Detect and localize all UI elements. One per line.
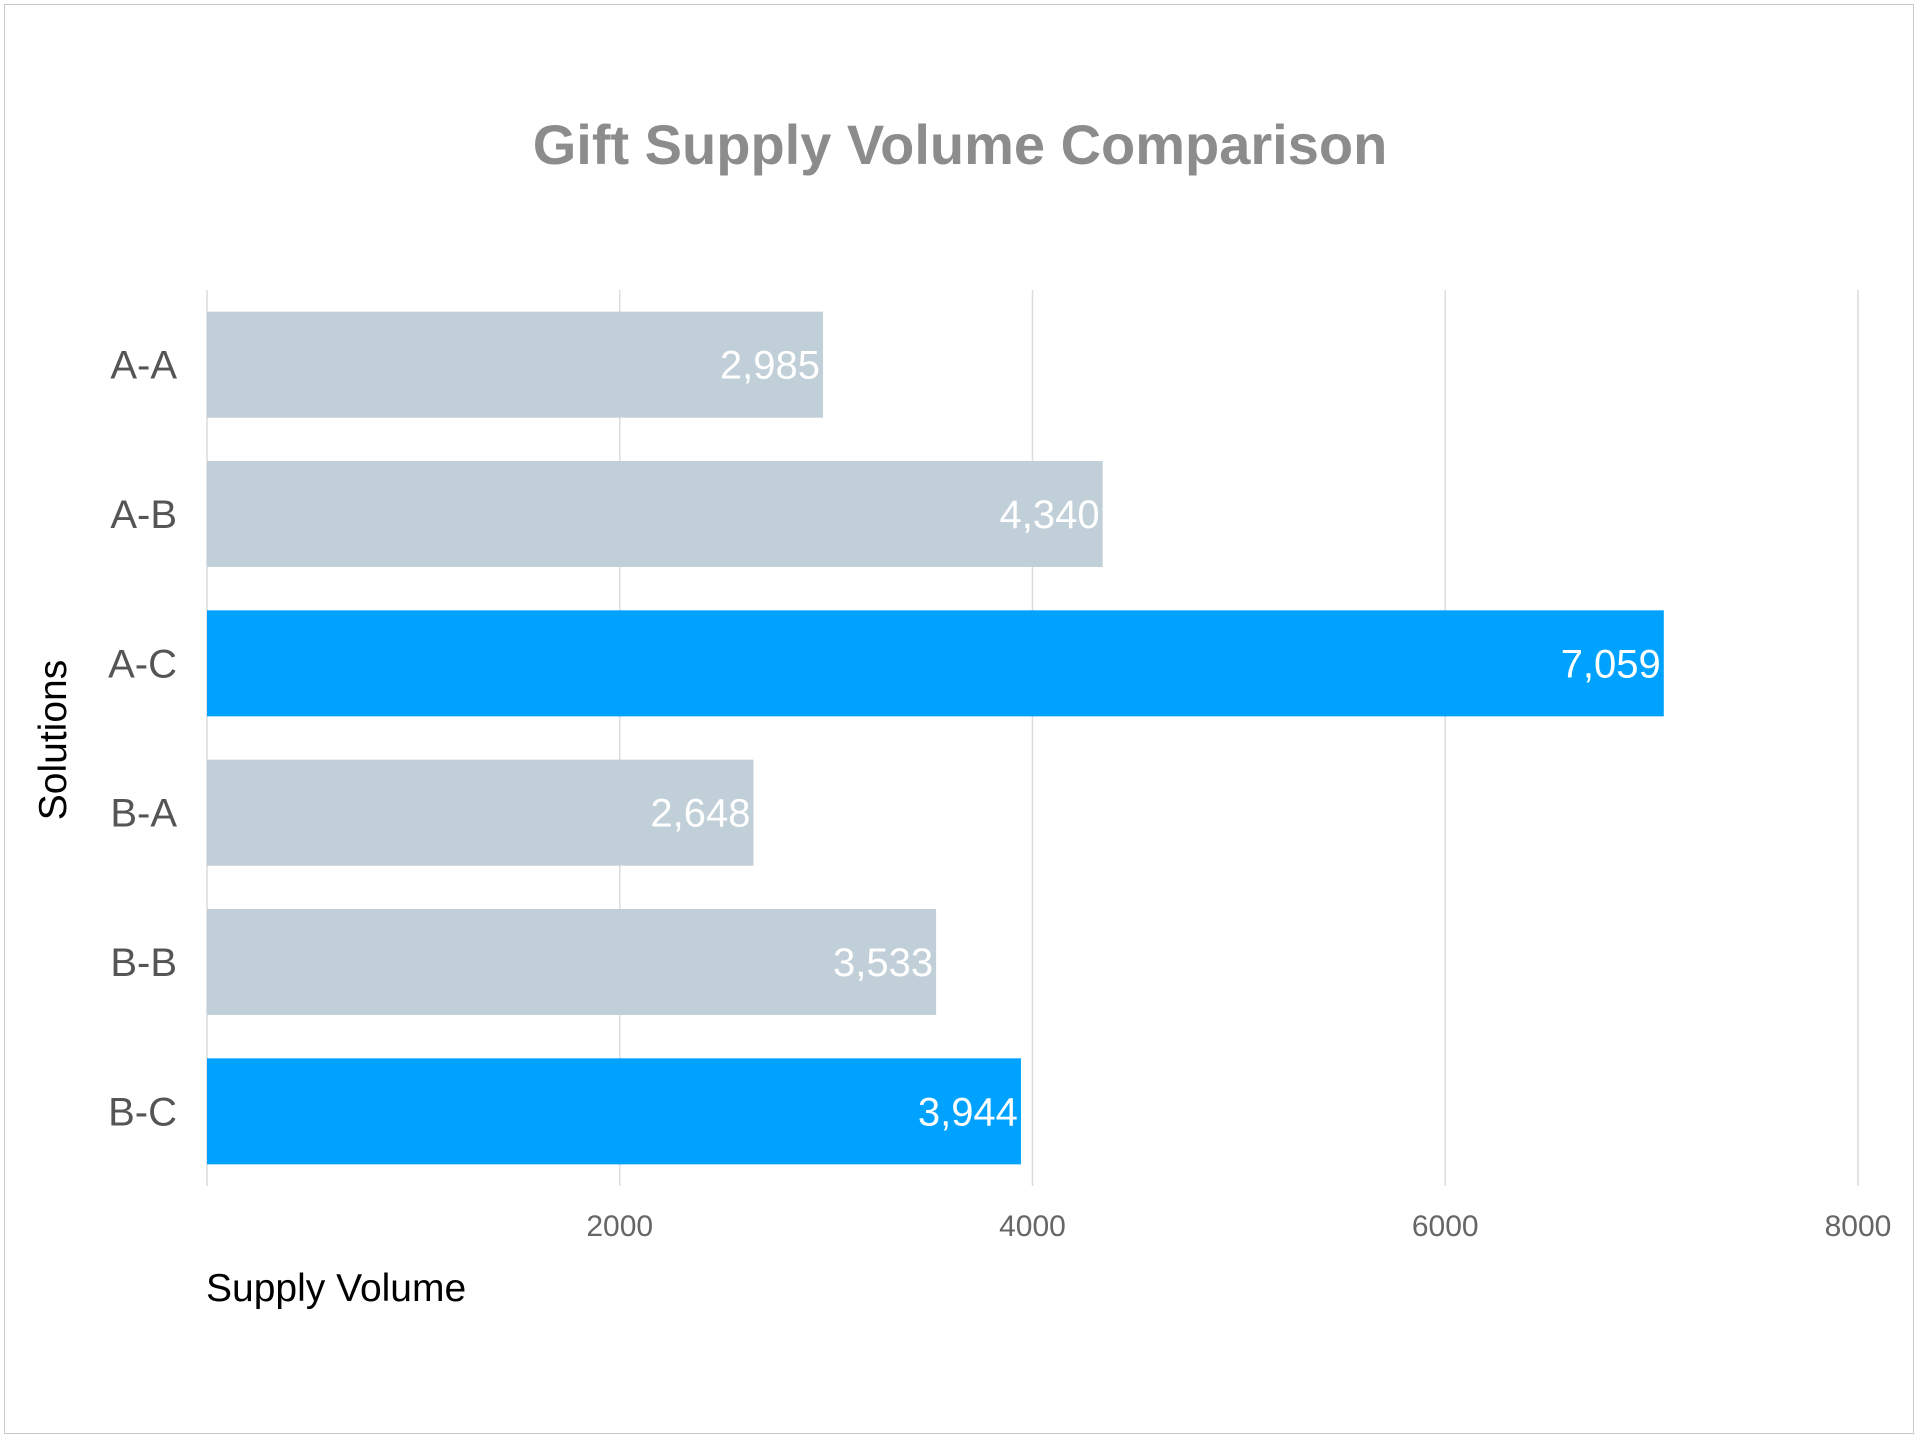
- data-label-a-a: 2,985: [720, 344, 820, 388]
- data-label-b-c: 3,944: [918, 1090, 1018, 1134]
- x-axis-title: Supply Volume: [206, 1267, 466, 1310]
- category-label: A-A: [110, 344, 177, 388]
- x-tick-label: 2000: [586, 1210, 653, 1243]
- x-tick-label: 8000: [1825, 1210, 1892, 1243]
- category-labels: A-A A-B A-C B-A B-B B-C: [108, 344, 177, 1135]
- category-label: B-B: [110, 941, 177, 985]
- x-tick-label: 4000: [999, 1210, 1066, 1243]
- data-label-a-b: 4,340: [1000, 493, 1100, 537]
- category-label: A-B: [110, 493, 177, 537]
- chart-title: Gift Supply Volume Comparison: [533, 113, 1388, 176]
- x-tick-label: 6000: [1412, 1210, 1479, 1243]
- bar-a-a: [207, 311, 824, 418]
- data-label-b-a: 2,648: [650, 792, 750, 836]
- bar-b-c: [207, 1058, 1021, 1165]
- category-label: A-C: [108, 642, 177, 686]
- chart-frame: [4, 4, 1914, 1434]
- bar-a-b: [207, 460, 1103, 568]
- bars: 2,985 4,340 7,059 2,648 3,533 3,944: [207, 311, 1664, 1165]
- data-label-a-c: 7,059: [1561, 642, 1661, 686]
- grid-lines: [206, 290, 1859, 1186]
- x-tick-labels: 2000 4000 6000 8000: [586, 1210, 1891, 1243]
- y-axis-title: Solutions: [32, 660, 75, 820]
- data-label-b-b: 3,533: [833, 941, 933, 985]
- category-label: B-A: [110, 792, 177, 836]
- bar-b-a: [207, 759, 754, 866]
- bar-b-b: [207, 908, 937, 1016]
- category-label: B-C: [108, 1090, 177, 1134]
- bar-a-c: [207, 610, 1664, 717]
